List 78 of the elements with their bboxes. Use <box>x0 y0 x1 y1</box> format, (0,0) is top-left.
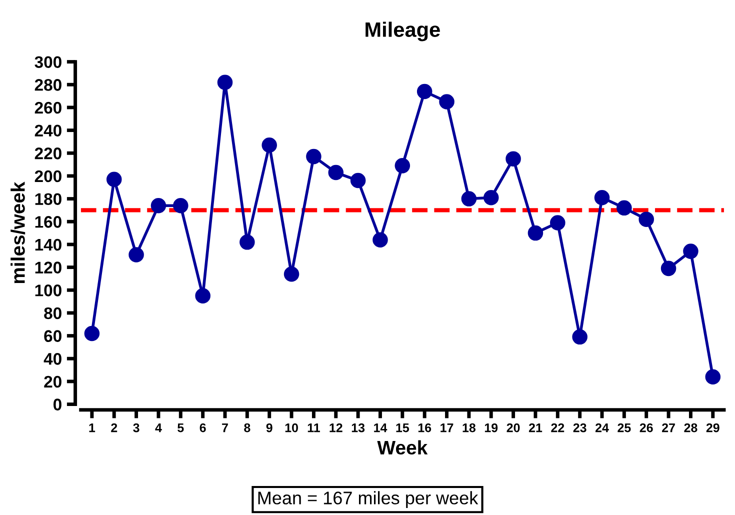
x-tick-label: 6 <box>200 423 206 432</box>
point <box>173 198 188 214</box>
y-tick-label: 140 <box>35 238 62 251</box>
x-tick-label: 4 <box>155 423 162 432</box>
y-tick-label: 220 <box>34 148 62 160</box>
point <box>195 288 210 304</box>
x-tick-label: 15 <box>396 423 410 432</box>
x-tick-label: 21 <box>528 423 542 432</box>
y-tick-label: 160 <box>35 216 62 228</box>
point <box>616 200 632 216</box>
point <box>683 244 698 259</box>
point <box>550 215 566 230</box>
x-tick-label: 24 <box>595 423 609 432</box>
x-tick-label: 9 <box>266 423 272 432</box>
point <box>106 172 122 188</box>
x-tick-label: 27 <box>662 423 675 432</box>
point <box>150 198 166 214</box>
y-tick-label: 80 <box>44 307 62 320</box>
x-tick-label: 13 <box>352 423 365 432</box>
x-tick-label: 10 <box>285 423 298 432</box>
y-tick-label: 120 <box>35 262 62 274</box>
y-tick-label: 260 <box>34 102 62 114</box>
y-tick-label: 60 <box>44 330 62 342</box>
y-tick-label: 300 <box>34 56 62 68</box>
x-tick-label: 28 <box>684 423 698 432</box>
point <box>638 212 654 227</box>
point <box>439 94 454 110</box>
y-tick-label: 180 <box>35 193 62 205</box>
text: Mean = 167 miles per week <box>258 491 478 508</box>
point <box>284 266 300 282</box>
point <box>84 326 100 342</box>
point <box>416 84 432 100</box>
x-tick-label: 1 <box>89 423 96 432</box>
point <box>306 148 322 164</box>
x-tick-label: 2 <box>111 423 118 432</box>
chart-title: Mileage <box>366 22 440 42</box>
y-tick-label: 280 <box>34 79 62 91</box>
x-tick-label: 19 <box>484 423 498 432</box>
x-tick-label: 11 <box>308 423 320 432</box>
x-tick-label: 14 <box>374 423 388 432</box>
y-tick-label: 20 <box>44 376 62 388</box>
x-tick-label: 20 <box>506 423 520 432</box>
x-tick-label: 3 <box>133 423 140 432</box>
point <box>705 369 721 385</box>
point <box>128 247 144 262</box>
point <box>572 329 588 345</box>
x-tick-label: 16 <box>418 423 432 432</box>
point <box>660 260 676 276</box>
point <box>528 225 544 241</box>
x-tick-label: 18 <box>462 423 476 432</box>
x-tick-label: 29 <box>706 423 720 432</box>
x-tick-label: 23 <box>573 423 586 432</box>
y-tick-label: 40 <box>44 353 62 365</box>
y-tick-label: 240 <box>34 124 62 136</box>
x-axis-title: Week <box>377 440 428 455</box>
point <box>506 151 521 166</box>
y-tick-label: 0 <box>53 398 62 410</box>
y-tick-label: 200 <box>34 170 62 182</box>
point <box>372 232 388 248</box>
point <box>394 158 410 174</box>
point <box>483 190 499 206</box>
x-tick-label: 8 <box>244 423 250 432</box>
point <box>461 191 477 206</box>
x-tick-label: 25 <box>618 423 631 432</box>
x-tick-label: 17 <box>440 423 454 432</box>
y-tick-label: 100 <box>35 284 62 296</box>
point <box>328 164 344 180</box>
point <box>594 190 610 206</box>
x-tick-label: 26 <box>640 423 653 432</box>
point <box>262 137 277 153</box>
point <box>240 234 255 250</box>
x-tick-label: 5 <box>178 423 184 432</box>
x-tick-label: 12 <box>330 423 342 432</box>
y-axis-title: miles/week <box>10 182 26 284</box>
point <box>350 172 366 188</box>
x-tick-label: 7 <box>222 423 228 432</box>
point <box>217 74 233 90</box>
x-tick-label: 22 <box>551 423 564 432</box>
